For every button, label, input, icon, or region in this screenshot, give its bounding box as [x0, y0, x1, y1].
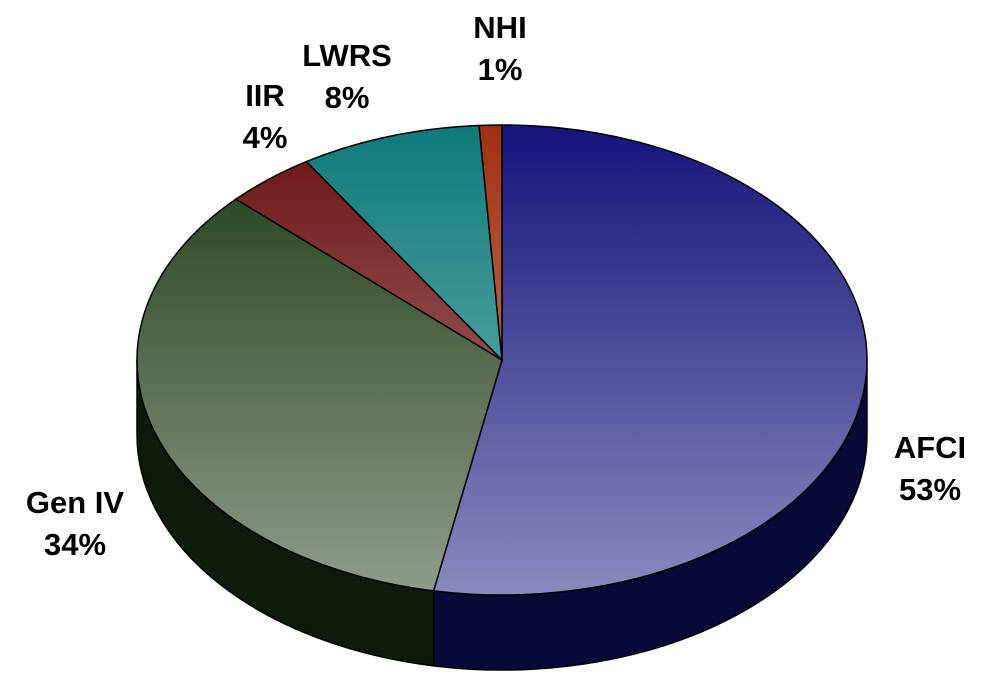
slice — [478, 124, 503, 361]
slice — [136, 198, 503, 592]
slice-label: LWRS — [302, 38, 392, 73]
slice-label: IIR — [245, 78, 285, 113]
slice-value-label: 1% — [478, 52, 523, 87]
slice-value-label: 53% — [899, 472, 961, 507]
slice-label: Gen IV — [26, 485, 125, 520]
slice-value-label: 8% — [325, 80, 370, 115]
slice-value-label: 34% — [44, 527, 106, 562]
slice-label: AFCI — [894, 430, 966, 465]
slice-value-label: 4% — [243, 120, 288, 155]
slice — [305, 124, 503, 363]
slice-label: NHI — [473, 10, 526, 45]
slice — [432, 124, 868, 596]
